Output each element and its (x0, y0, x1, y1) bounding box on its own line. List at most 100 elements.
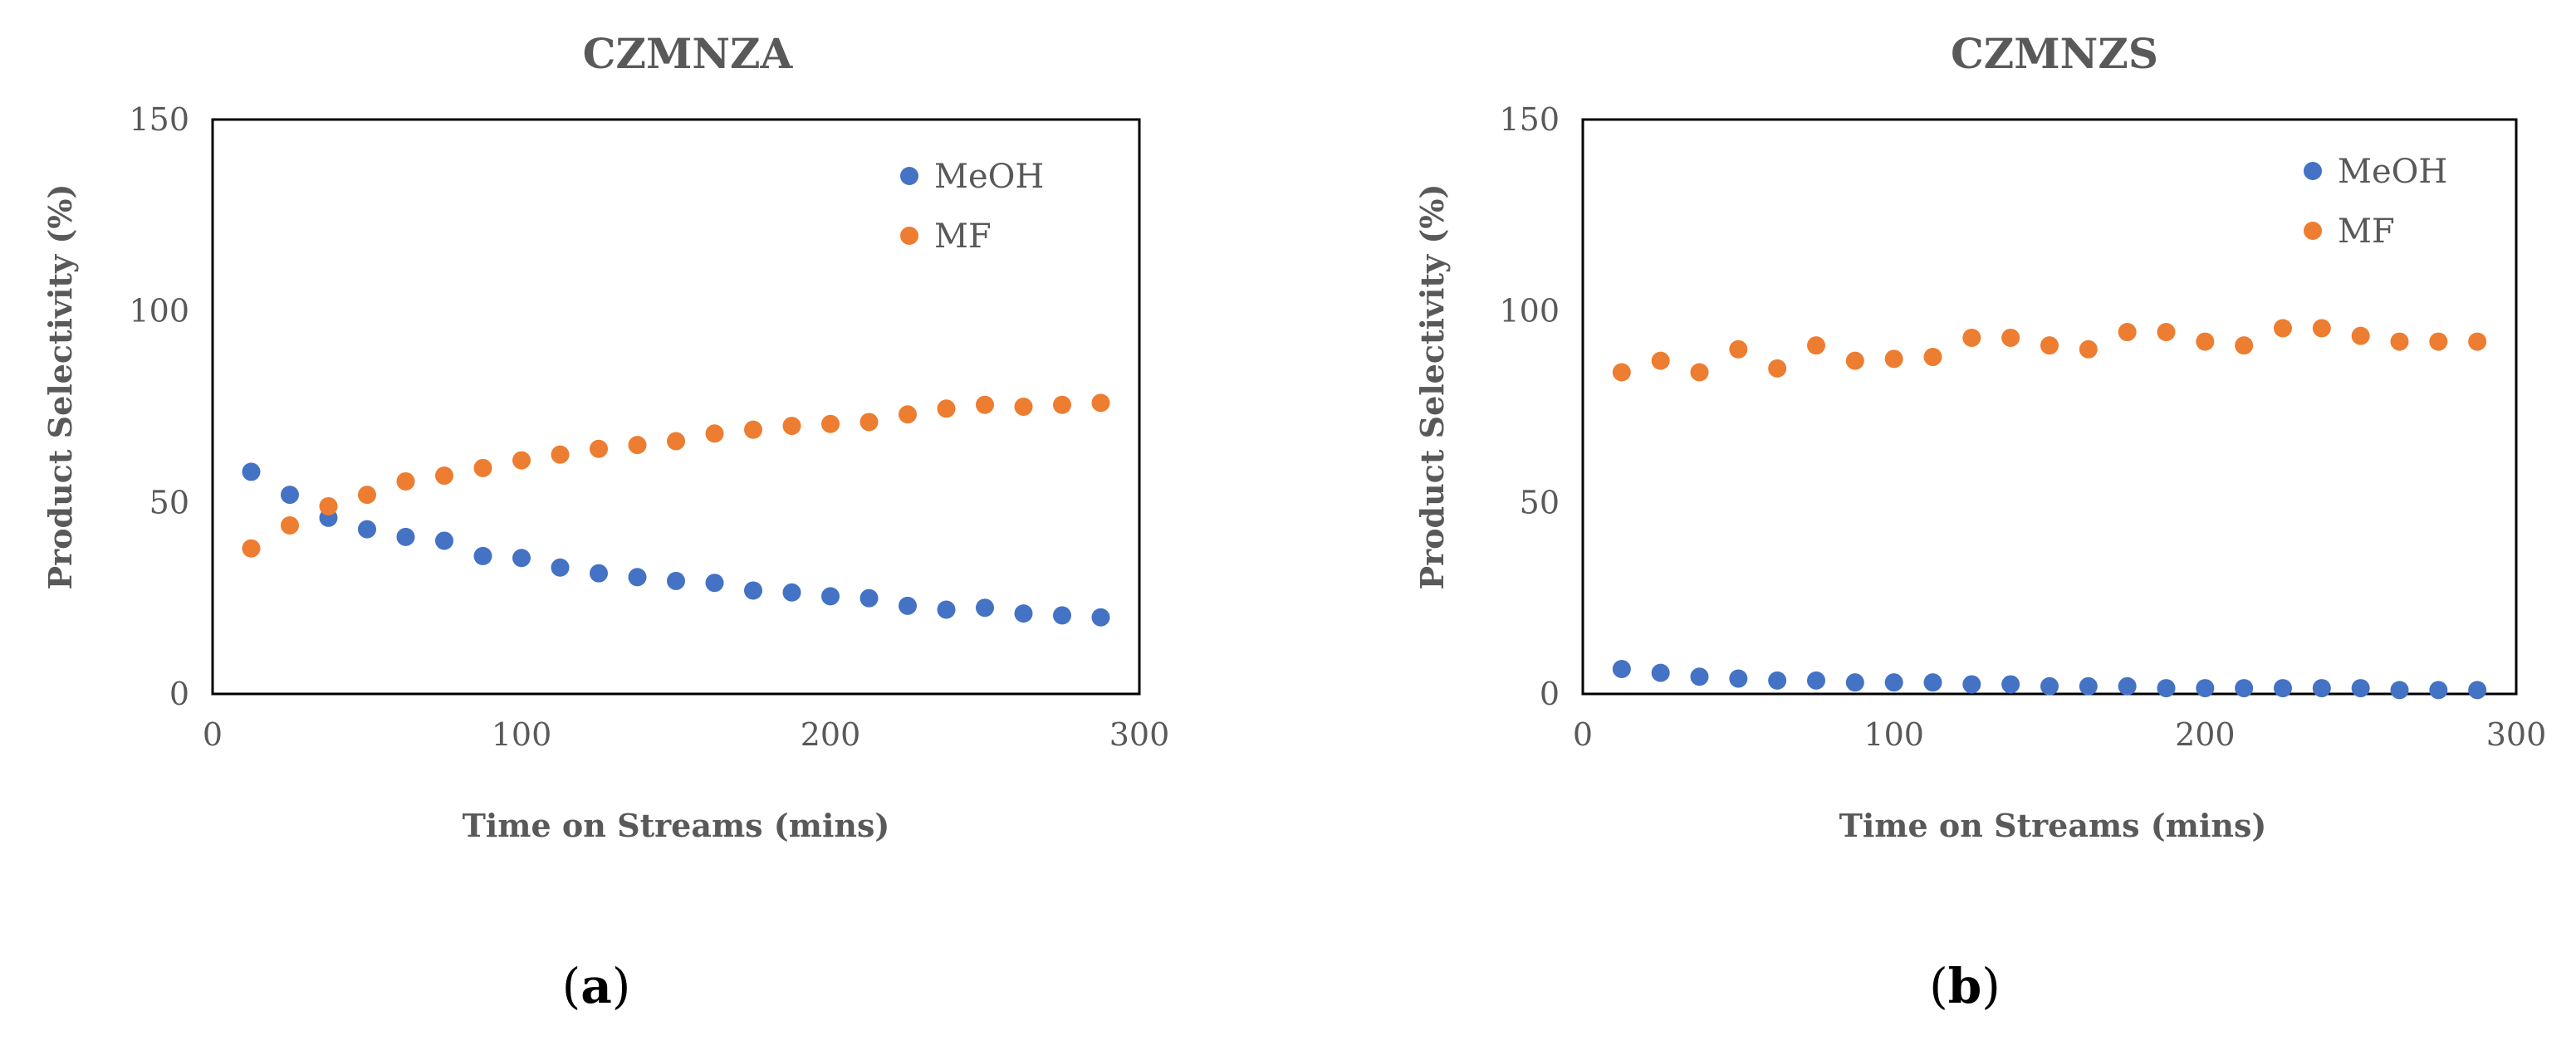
data-point-meoh (590, 564, 608, 583)
data-point-mf (705, 424, 724, 443)
data-point-mf (1053, 395, 1071, 414)
data-point-meoh (899, 596, 917, 615)
data-point-mf (899, 405, 917, 424)
data-point-meoh (1053, 606, 1071, 625)
legend-b: MeOH MF (2304, 153, 2447, 251)
x-tick-label: 0 (1573, 716, 1593, 753)
data-point-meoh (1884, 673, 1903, 692)
x-tick-label: 300 (1109, 716, 1170, 753)
x-tick-label: 300 (2486, 716, 2547, 753)
x-tick-label: 200 (801, 716, 861, 753)
x-tick-label: 100 (1863, 716, 1924, 753)
legend-marker-mf (900, 227, 918, 245)
data-point-meoh (2468, 681, 2487, 700)
y-axis-label-a: Product Selectivity (%) (42, 184, 79, 590)
y-axis-label-b: Product Selectivity (%) (1413, 184, 1451, 590)
y-tick-label: 50 (1520, 484, 1560, 520)
data-points-b (1612, 319, 2487, 700)
y-tick-label: 150 (129, 101, 189, 138)
data-point-mf (1690, 363, 1709, 382)
data-point-mf (2312, 319, 2331, 338)
data-point-meoh (1014, 604, 1033, 623)
data-point-mf (1884, 349, 1903, 369)
data-point-meoh (1612, 660, 1631, 679)
data-point-meoh (1729, 669, 1748, 688)
legend-a: MeOH MF (900, 158, 1044, 256)
data-point-mf (2079, 339, 2098, 359)
data-point-mf (2040, 336, 2059, 355)
data-point-mf (551, 445, 570, 464)
data-point-meoh (2351, 679, 2370, 698)
data-point-meoh (396, 527, 415, 546)
data-point-mf (1807, 336, 1825, 355)
x-ticks-b: 0 100 200 300 (1573, 716, 2546, 753)
data-point-meoh (976, 598, 994, 618)
data-point-mf (2118, 323, 2137, 342)
legend-marker-mf (2304, 222, 2322, 240)
data-point-meoh (2235, 679, 2254, 698)
legend-label-meoh: MeOH (934, 158, 1044, 196)
x-axis-label-b: Time on Streams (mins) (1839, 807, 2267, 844)
data-point-mf (859, 413, 879, 432)
data-point-mf (1729, 339, 1748, 359)
data-point-mf (396, 471, 415, 491)
y-tick-label: 150 (1499, 101, 1560, 138)
data-point-meoh (1690, 667, 1709, 686)
data-point-mf (2001, 328, 2020, 347)
data-point-mf (242, 539, 261, 558)
data-point-mf (744, 420, 762, 439)
data-point-meoh (2079, 676, 2098, 696)
data-point-meoh (2118, 676, 2137, 696)
data-point-meoh (859, 588, 879, 608)
data-point-mf (1014, 398, 1033, 416)
data-point-meoh (1651, 663, 1670, 682)
data-point-meoh (2429, 681, 2448, 700)
data-point-mf (1923, 348, 1942, 367)
y-tick-label: 0 (1540, 676, 1560, 712)
data-point-mf (512, 451, 531, 470)
data-point-mf (1612, 363, 1631, 382)
data-point-meoh (1845, 673, 1864, 692)
panel-label-b: (b) (1929, 958, 2001, 1014)
data-point-meoh (821, 587, 840, 606)
data-point-mf (2390, 332, 2409, 351)
data-point-mf (435, 466, 453, 486)
data-point-mf (2429, 332, 2448, 351)
data-point-meoh (2274, 679, 2292, 698)
data-point-mf (937, 399, 956, 418)
data-point-meoh (705, 574, 724, 593)
data-point-mf (1091, 393, 1110, 413)
data-point-meoh (435, 531, 453, 550)
x-tick-label: 100 (492, 716, 552, 753)
data-point-mf (2274, 319, 2292, 338)
data-point-meoh (242, 462, 261, 481)
data-point-mf (2196, 332, 2215, 351)
data-point-meoh (473, 546, 492, 565)
legend-label-meoh: MeOH (2338, 153, 2447, 191)
data-point-meoh (744, 581, 762, 600)
y-ticks-b: 0 50 100 150 (1499, 101, 1560, 712)
data-point-meoh (2312, 679, 2331, 698)
data-point-mf (281, 516, 299, 535)
data-point-meoh (1768, 671, 1787, 690)
data-point-mf (821, 414, 840, 433)
legend-marker-meoh (900, 167, 918, 185)
data-point-mf (1962, 328, 1981, 347)
y-tick-label: 0 (169, 676, 189, 712)
legend-label-mf: MF (934, 217, 992, 256)
data-point-meoh (551, 558, 570, 577)
data-point-meoh (512, 549, 531, 568)
data-point-meoh (937, 600, 956, 619)
data-point-mf (319, 496, 338, 515)
data-point-meoh (358, 520, 376, 539)
chart-title-b: CZMNZS (1951, 29, 2158, 78)
data-point-mf (782, 417, 801, 436)
y-tick-label: 100 (129, 293, 189, 330)
chart-title-a: CZMNZA (583, 29, 794, 78)
data-point-mf (473, 458, 492, 477)
panel-label-a: (a) (562, 958, 631, 1014)
data-points-a (242, 393, 1110, 627)
data-point-meoh (2196, 679, 2215, 698)
data-point-meoh (667, 571, 685, 590)
